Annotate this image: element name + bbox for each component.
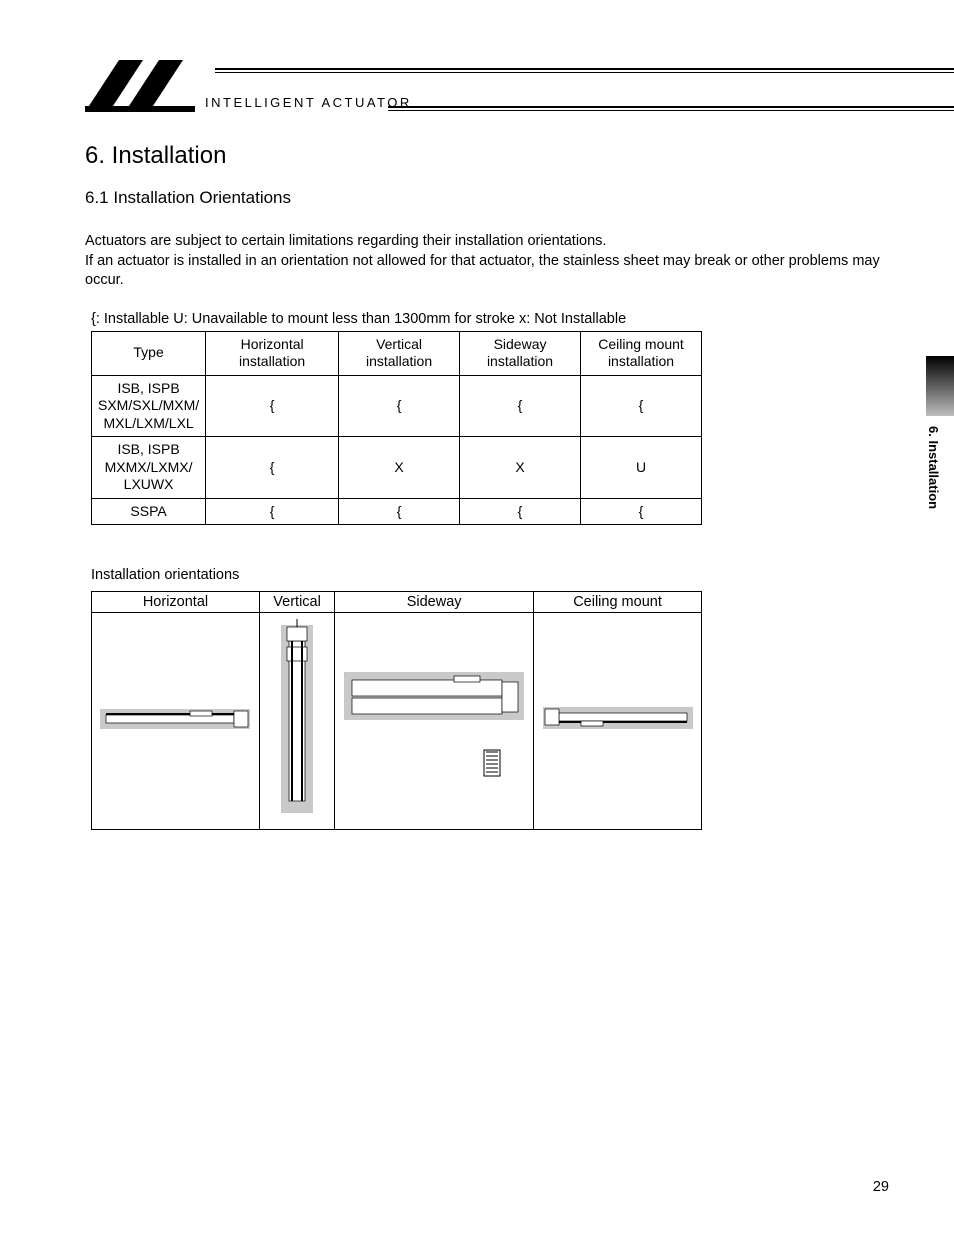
cell-c: { [581,375,702,437]
cell-h: { [206,498,339,525]
intro-line-2: If an actuator is installed in an orient… [85,253,880,289]
orientation-diagram-table: Horizontal Vertical Sideway Ceiling moun… [91,591,702,830]
cell-h: { [206,437,339,499]
page-header: INTELLIGENT ACTUATOR [85,60,889,112]
table-row: ISB, ISPB SXM/SXL/MXM/ MXL/LXM/LXL { { {… [92,375,702,437]
section-title: 6. Installation [85,142,889,170]
subsection-title: 6.1 Installation Orientations [85,188,889,208]
cell-type: ISB, ISPB SXM/SXL/MXM/ MXL/LXM/LXL [92,375,206,437]
cell-c: U [581,437,702,499]
cell-type: ISB, ISPB MXMX/LXMX/ LXUWX [92,437,206,499]
side-tab-gradient [926,356,954,416]
diagram-sideway [335,613,534,830]
brand-logo-icon [85,60,195,112]
cell-v: X [339,437,460,499]
orient-th: Vertical [259,592,334,613]
diagram-horizontal [92,613,260,830]
orient-diagram-row [92,613,702,830]
th-ceiling: Ceiling mount installation [581,331,702,375]
vertical-actuator-icon [267,619,327,819]
orient-th: Ceiling mount [534,592,702,613]
orient-th: Sideway [335,592,534,613]
orientation-diagram-label: Installation orientations [91,567,889,583]
diagram-ceiling [534,613,702,830]
intro-paragraph: Actuators are subject to certain limitat… [85,232,889,291]
cell-s: X [460,437,581,499]
cell-v: { [339,375,460,437]
legend-text: {: Installable U: Unavailable to mount l… [91,311,889,327]
th-horizontal: Horizontal installation [206,331,339,375]
intro-line-1: Actuators are subject to certain limitat… [85,233,606,249]
orientation-table: Type Horizontal installation Vertical in… [91,331,702,526]
th-type: Type [92,331,206,375]
orient-header-row: Horizontal Vertical Sideway Ceiling moun… [92,592,702,613]
ceiling-actuator-icon [543,699,693,739]
horizontal-actuator-icon [100,699,250,739]
table-header-row: Type Horizontal installation Vertical in… [92,331,702,375]
cell-c: { [581,498,702,525]
brand-logo-text: INTELLIGENT ACTUATOR [205,95,412,112]
th-sideway: Sideway installation [460,331,581,375]
orient-th: Horizontal [92,592,260,613]
cell-s: { [460,498,581,525]
side-section-tab: 6. Installation [926,356,954,516]
table-row: SSPA { { { { [92,498,702,525]
diagram-vertical [259,613,334,830]
th-vertical: Vertical installation [339,331,460,375]
table-row: ISB, ISPB MXMX/LXMX/ LXUWX { X X U [92,437,702,499]
cell-s: { [460,375,581,437]
page-number: 29 [873,1179,889,1195]
cell-h: { [206,375,339,437]
cell-type: SSPA [92,498,206,525]
side-tab-label: 6. Installation [926,416,941,509]
sideway-actuator-icon [344,654,524,784]
cell-v: { [339,498,460,525]
